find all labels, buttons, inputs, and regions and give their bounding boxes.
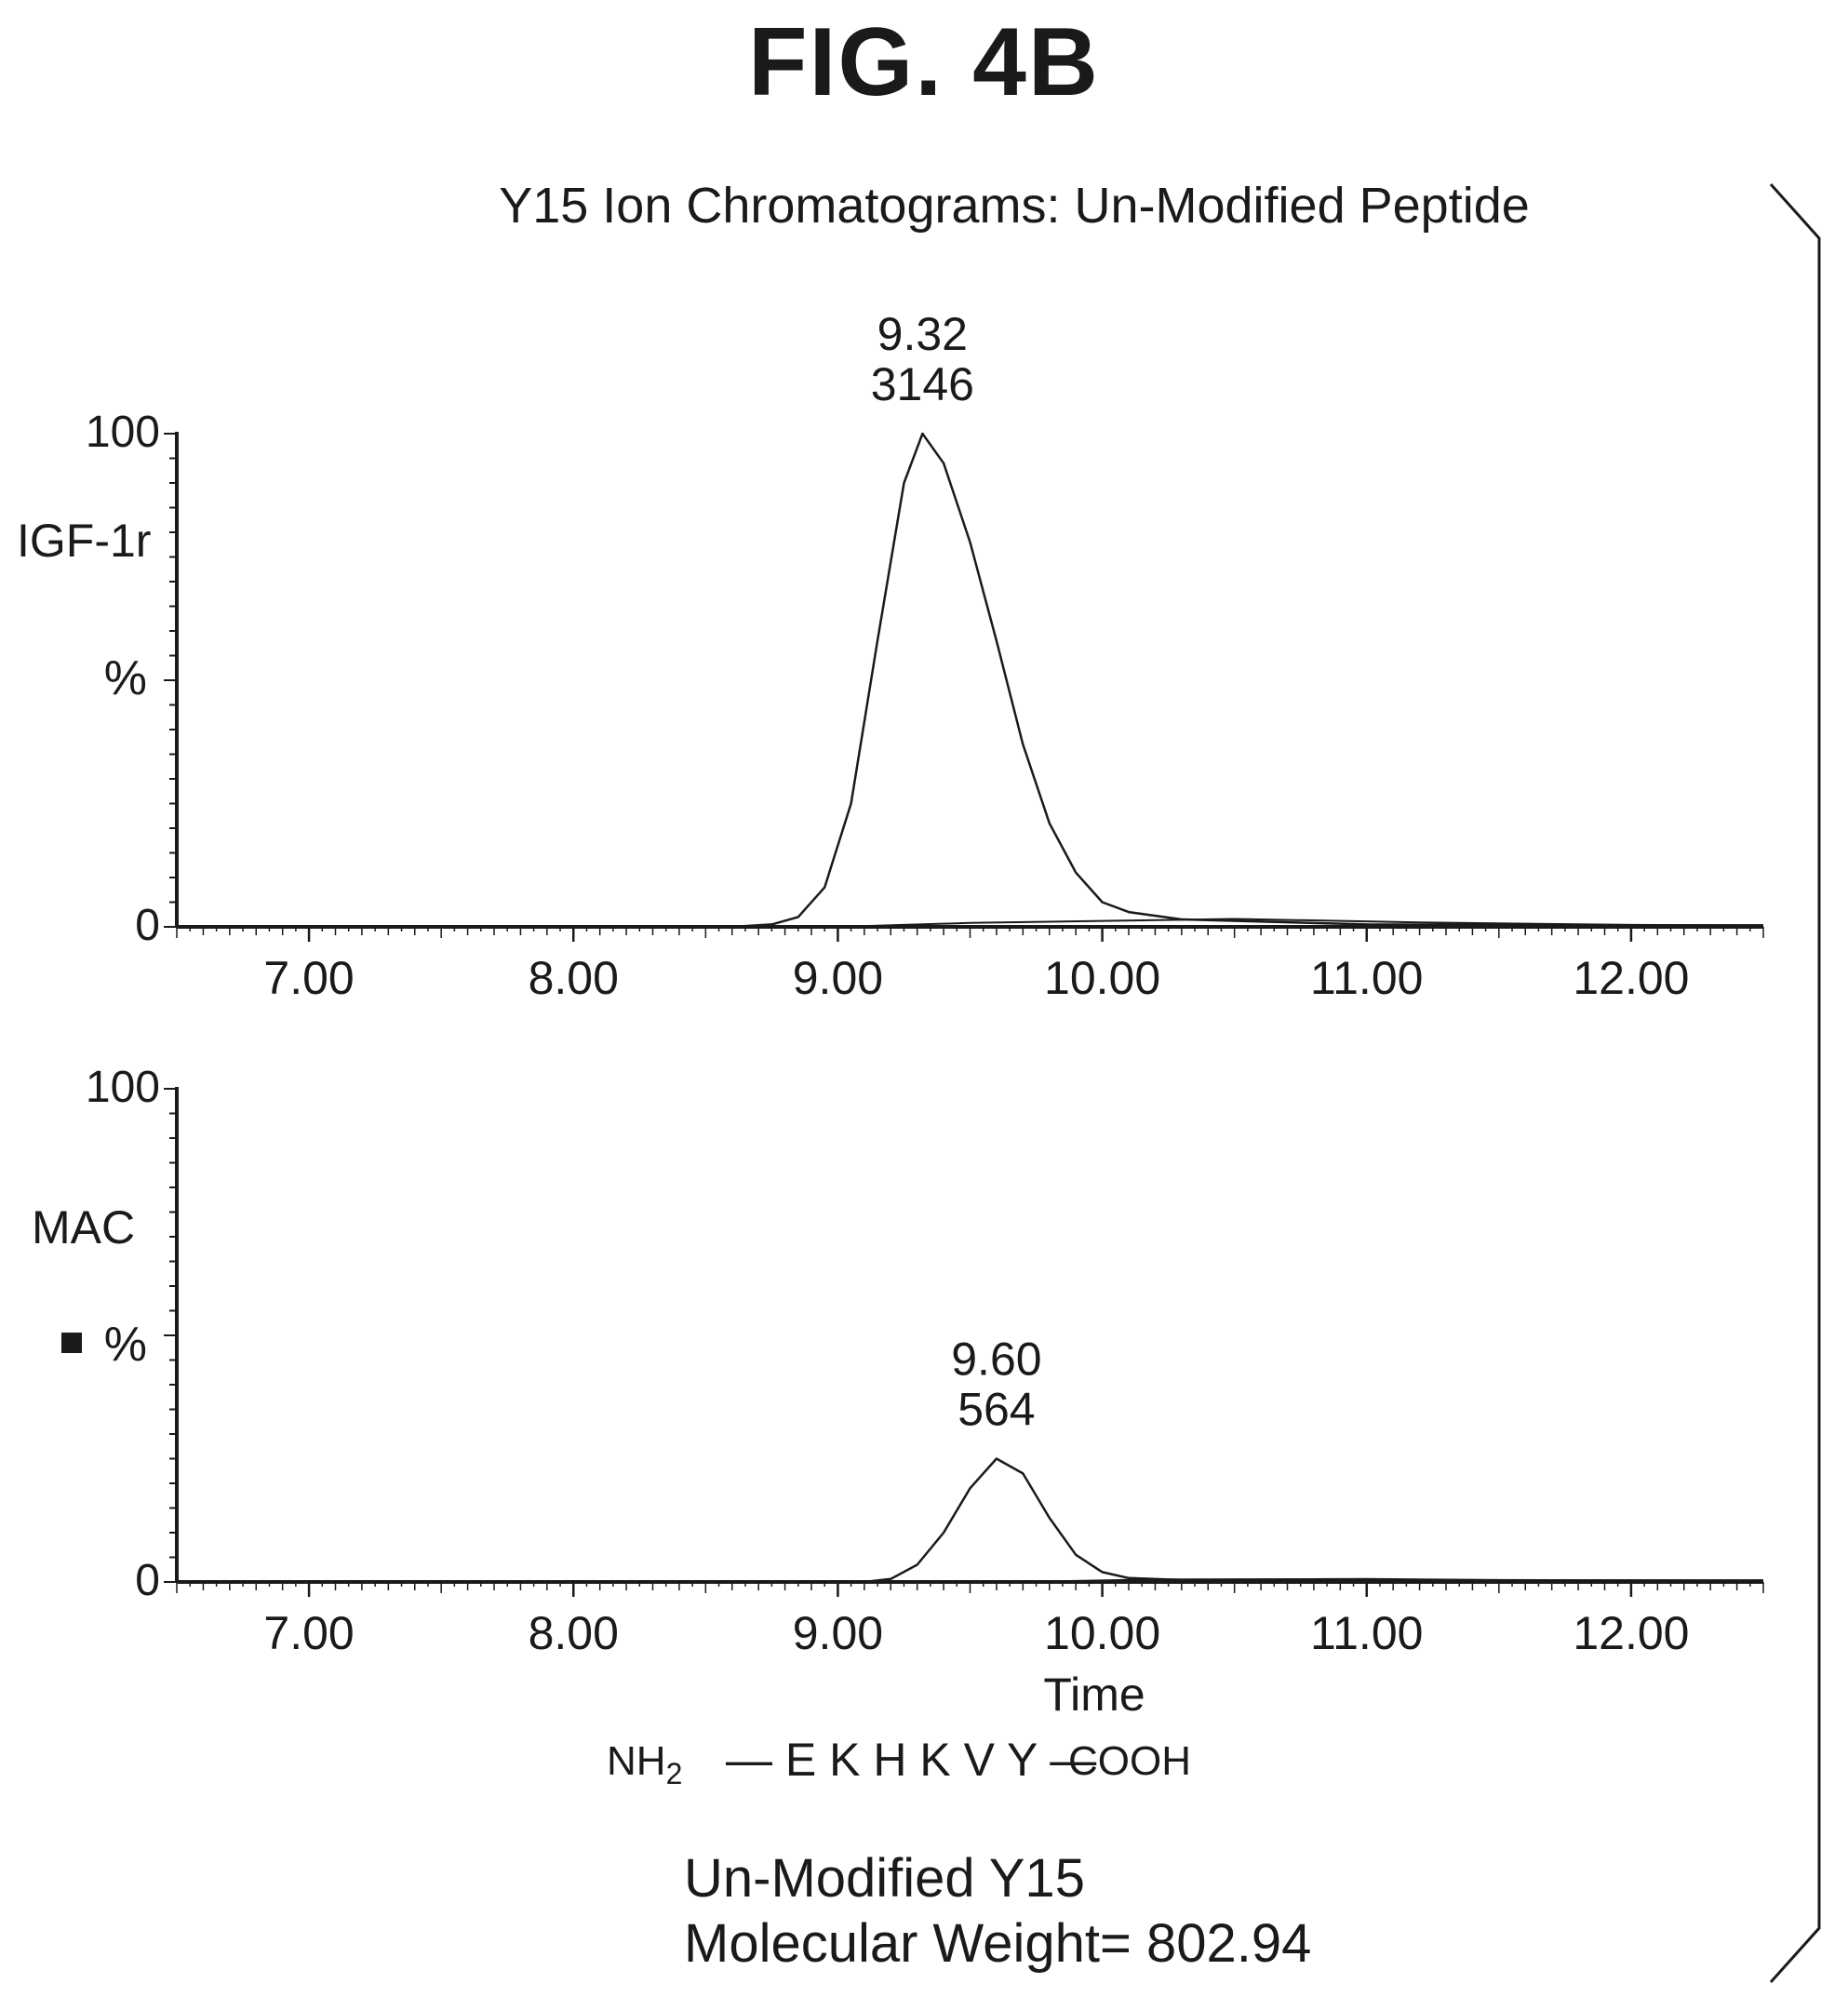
y-tick-label: 0 xyxy=(135,1556,160,1605)
x-tick-label: 12.00 xyxy=(1573,952,1689,1004)
peak-time-label: 9.32 xyxy=(877,308,968,360)
y-axis-label: MAC xyxy=(32,1201,135,1253)
x-tick-label: 8.00 xyxy=(529,1607,619,1659)
x-tick-label: 11.00 xyxy=(1310,952,1423,1004)
x-tick-label: 9.00 xyxy=(793,1607,883,1659)
caption-molecular-weight: Molecular Weight= 802.94 xyxy=(684,1913,1312,1974)
y-axis-label: IGF-1r xyxy=(17,515,151,567)
series-marker xyxy=(61,1333,82,1353)
sequence-c-terminus: COOH xyxy=(1068,1738,1191,1784)
figure-label: FIG. 4B xyxy=(747,8,1101,116)
peak-time-label: 9.60 xyxy=(951,1334,1041,1386)
y-tick-label: 0 xyxy=(135,901,160,950)
top-panel: 7.00 8.00 9.00 10.00 11.00 12.00 100 0 IGF-1r% 9.… xyxy=(17,308,1764,1004)
baseline-trace xyxy=(177,918,1764,928)
sequence-residues: — E K H K V Y — xyxy=(726,1734,1097,1786)
sequence-n-terminus: NH2 xyxy=(607,1738,683,1790)
y-axis-unit: % xyxy=(104,651,147,705)
x-axis-title: Time xyxy=(1043,1669,1145,1721)
chart-title: Y15 Ion Chromatograms: Un-Modified Pepti… xyxy=(499,178,1530,234)
chromatogram-trace xyxy=(177,432,1763,929)
chromatogram-trace xyxy=(177,1457,1763,1584)
y-tick-label: 100 xyxy=(86,408,160,457)
page-bracket xyxy=(1769,182,1821,1984)
bottom-panel: 7.00 8.00 9.00 10.00 11.00 12.00 100 0 MAC% 9.605… xyxy=(32,1063,1764,1721)
y-axis-unit: % xyxy=(104,1318,147,1372)
x-tick-label: 7.00 xyxy=(263,1607,354,1659)
peak-area-label: 564 xyxy=(957,1384,1035,1436)
x-tick-label: 9.00 xyxy=(793,952,883,1004)
baseline-trace xyxy=(177,1577,1764,1583)
x-tick-label: 11.00 xyxy=(1310,1607,1423,1659)
x-tick-label: 10.00 xyxy=(1044,1607,1160,1659)
x-tick-label: 10.00 xyxy=(1044,952,1160,1004)
x-tick-label: 8.00 xyxy=(529,952,619,1004)
x-tick-label: 7.00 xyxy=(263,952,354,1004)
x-tick-label: 12.00 xyxy=(1573,1607,1689,1659)
peak-area-label: 3146 xyxy=(871,358,974,410)
y-tick-label: 100 xyxy=(86,1063,160,1112)
caption-title: Un-Modified Y15 xyxy=(684,1848,1085,1909)
